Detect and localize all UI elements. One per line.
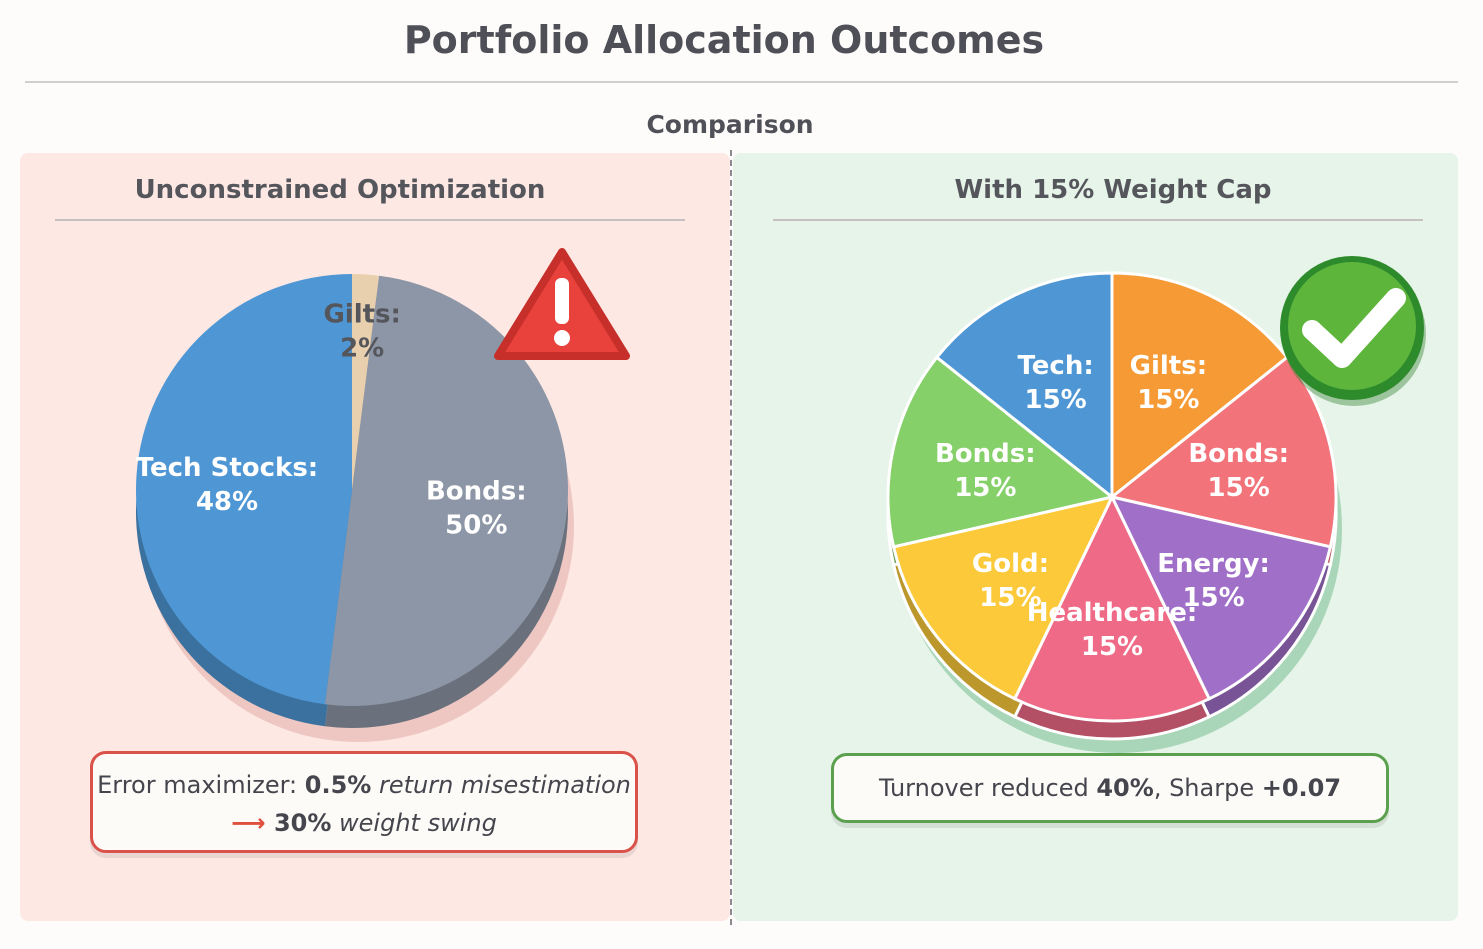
heading-underline [773, 219, 1423, 221]
slice-name: Tech: [1018, 351, 1094, 381]
pie-slice [352, 274, 380, 490]
slice-value: 48% [196, 487, 258, 517]
slice-value: 15% [1182, 583, 1244, 613]
slice-label: Bonds: 15% [935, 439, 1036, 503]
panel-divider [730, 150, 732, 925]
warning-triangle-icon [494, 248, 630, 360]
panel-heading: With 15% Weight Cap [954, 175, 1272, 205]
callout-value: 0.5% [304, 771, 372, 799]
title-divider [25, 81, 1458, 83]
callout-value: +0.07 [1261, 774, 1342, 802]
slice-value: 15% [1025, 385, 1087, 415]
slice-name: Tech Stocks: [136, 453, 318, 483]
pie-slice [891, 494, 1115, 701]
slice-label: Bonds: 15% [1188, 439, 1289, 503]
result-callout: Turnover reduced 40%, Sharpe +0.07 [831, 753, 1389, 823]
pie-slice [135, 274, 352, 705]
slice-name: Gilts: [1130, 351, 1207, 381]
slice-label: Healthcare: 15% [1027, 598, 1198, 662]
pie-slice [1012, 493, 1212, 723]
capped-pie: Gilts: 15%Bonds: 15%Energy: 15%Healthcare: 1… [886, 271, 1342, 753]
slice-name: Bonds: [1188, 439, 1289, 469]
callout-text: , Sharpe [1153, 774, 1262, 802]
pie-slice [1110, 271, 1290, 501]
pie-slice [934, 271, 1114, 501]
slice-label: Gold: 15% [972, 549, 1049, 613]
callout-text: Error maximizer: [97, 771, 305, 799]
slice-label: Tech: 15% [1018, 351, 1094, 415]
callout-text: return misestimation [371, 771, 631, 799]
unconstrained-pie: Gilts: 2% Bonds: 50% Tech Stocks: 48% [136, 274, 574, 742]
slice-label: Gilts: 2% [323, 299, 400, 363]
slice-label: Gilts: 15% [1130, 351, 1207, 415]
slice-name: Bonds: [426, 477, 527, 507]
callout-text: Turnover reduced [878, 774, 1097, 802]
unconstrained-panel: Unconstrained Optimization Error maximiz… [20, 153, 730, 921]
slice-value: 2% [340, 333, 384, 363]
check-circle-icon [1280, 256, 1426, 406]
callout-value: 40% [1096, 774, 1154, 802]
slice-value: 15% [1208, 473, 1270, 503]
slice-value: 15% [954, 473, 1016, 503]
callout-value: 30% [273, 809, 332, 837]
callout-text: weight swing [331, 809, 497, 837]
slice-value: 50% [445, 511, 507, 541]
slice-label: Bonds: 50% [426, 477, 527, 541]
pie-slice [886, 355, 1116, 549]
slice-label: Energy: 15% [1157, 549, 1270, 613]
slice-name: Healthcare: [1027, 598, 1198, 628]
slice-value: 15% [979, 583, 1041, 613]
slice-value: 15% [1081, 632, 1143, 662]
pie-slice [324, 275, 569, 706]
slice-name: Gilts: [323, 299, 400, 329]
panel-heading: Unconstrained Optimization [134, 175, 546, 205]
slice-name: Energy: [1157, 549, 1270, 579]
error-callout: Error maximizer: 0.5% return misestimati… [90, 751, 638, 853]
slice-name: Gold: [972, 549, 1049, 579]
pie-slice [1109, 494, 1333, 701]
arrow-right-icon: ⟶ [231, 809, 274, 837]
heading-underline [55, 219, 685, 221]
slice-label: Tech Stocks: 48% [136, 453, 318, 517]
slice-value: 15% [1137, 385, 1199, 415]
slice-name: Bonds: [935, 439, 1036, 469]
page-title: Portfolio Allocation Outcomes [403, 18, 1045, 62]
subtitle: Comparison [646, 110, 814, 139]
